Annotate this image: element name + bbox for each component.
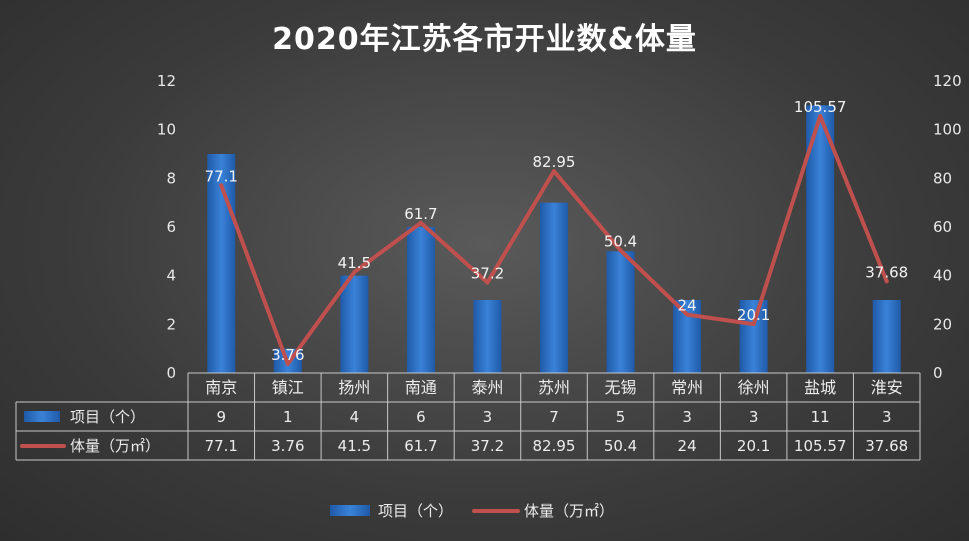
category-label: 南京 <box>205 378 237 397</box>
category-label: 扬州 <box>338 378 370 397</box>
legend-label: 体量（万㎡） <box>524 502 614 520</box>
category-label: 苏州 <box>538 378 570 397</box>
bar <box>872 300 901 373</box>
table-cell: 5 <box>616 408 626 426</box>
table-cell: 77.1 <box>205 437 238 455</box>
data-label: 41.5 <box>338 254 371 272</box>
category-label: 盐城 <box>804 378 836 397</box>
y-right-tick-label: 80 <box>933 169 952 187</box>
table-cell: 3 <box>483 408 493 426</box>
table-cell: 3 <box>882 408 892 426</box>
data-label: 37.68 <box>865 263 908 281</box>
y-left-tick-label: 10 <box>157 121 176 139</box>
category-label: 淮安 <box>871 378 903 397</box>
line-point <box>219 183 224 188</box>
data-label: 50.4 <box>604 232 637 250</box>
y-right-tick-label: 40 <box>933 267 952 285</box>
table-cell: 9 <box>216 408 226 426</box>
data-label: 105.57 <box>794 98 847 116</box>
table-cell: 20.1 <box>737 437 770 455</box>
table-row-header: 体量（万㎡） <box>70 437 160 455</box>
table-cell: 105.57 <box>794 437 847 455</box>
table-cell: 6 <box>416 408 426 426</box>
line-point <box>685 312 690 317</box>
table-cell: 3.76 <box>271 437 304 455</box>
data-label: 20.1 <box>737 306 770 324</box>
category-label: 徐州 <box>738 378 770 397</box>
category-label: 无锡 <box>605 378 637 397</box>
chart-title: 2020年江苏各市开业数&体量 <box>272 22 697 57</box>
y-right-tick-label: 120 <box>933 72 962 90</box>
y-left-tick-label: 0 <box>166 364 176 382</box>
table-cell: 1 <box>283 408 293 426</box>
table-cell: 37.68 <box>865 437 908 455</box>
data-label: 61.7 <box>404 205 437 223</box>
bar <box>406 227 435 373</box>
y-right-tick-label: 0 <box>933 364 943 382</box>
y-left-tick-label: 8 <box>166 169 176 187</box>
category-label: 常州 <box>671 378 703 397</box>
category-label: 镇江 <box>272 378 304 397</box>
line-point <box>751 322 756 327</box>
table-cell: 37.2 <box>471 437 504 455</box>
category-label: 南通 <box>405 378 437 397</box>
table-cell: 11 <box>811 408 830 426</box>
table-cell: 61.7 <box>404 437 437 455</box>
y-left-tick-label: 12 <box>157 72 176 90</box>
table-cell: 82.95 <box>533 437 576 455</box>
table-cell: 50.4 <box>604 437 637 455</box>
data-label: 82.95 <box>533 153 576 171</box>
y-left-tick-label: 6 <box>166 218 176 236</box>
y-left-tick-label: 2 <box>166 315 176 333</box>
line-point <box>485 280 490 285</box>
line-point <box>552 169 556 174</box>
table-cell: 3 <box>682 408 692 426</box>
bar <box>739 300 768 373</box>
legend-label: 项目（个） <box>378 502 453 520</box>
bar <box>606 251 635 373</box>
line-point <box>618 248 623 253</box>
y-left-tick-label: 4 <box>166 267 176 285</box>
table-cell: 24 <box>678 437 697 455</box>
category-label: 泰州 <box>471 378 503 397</box>
data-label: 37.2 <box>471 264 504 282</box>
data-label: 3.76 <box>271 346 304 364</box>
line-point <box>884 279 889 284</box>
bar <box>340 275 369 373</box>
line-point <box>818 114 823 119</box>
table-cell: 3 <box>749 408 759 426</box>
data-label: 77.1 <box>205 167 238 185</box>
line-point <box>418 220 423 225</box>
data-label: 24 <box>678 297 697 315</box>
table-row-header: 项目（个） <box>70 408 145 426</box>
table-cell: 7 <box>549 408 559 426</box>
bar <box>540 202 568 373</box>
table-legend-key-bar <box>24 411 60 422</box>
bar <box>473 300 502 373</box>
line-point <box>352 270 357 275</box>
table-cell: 41.5 <box>338 437 371 455</box>
table-cell: 4 <box>350 408 360 426</box>
y-right-tick-label: 60 <box>933 218 952 236</box>
y-right-tick-label: 100 <box>933 121 962 139</box>
legend-key-bar <box>330 505 370 516</box>
y-right-tick-label: 20 <box>933 315 952 333</box>
line-point <box>285 361 290 366</box>
